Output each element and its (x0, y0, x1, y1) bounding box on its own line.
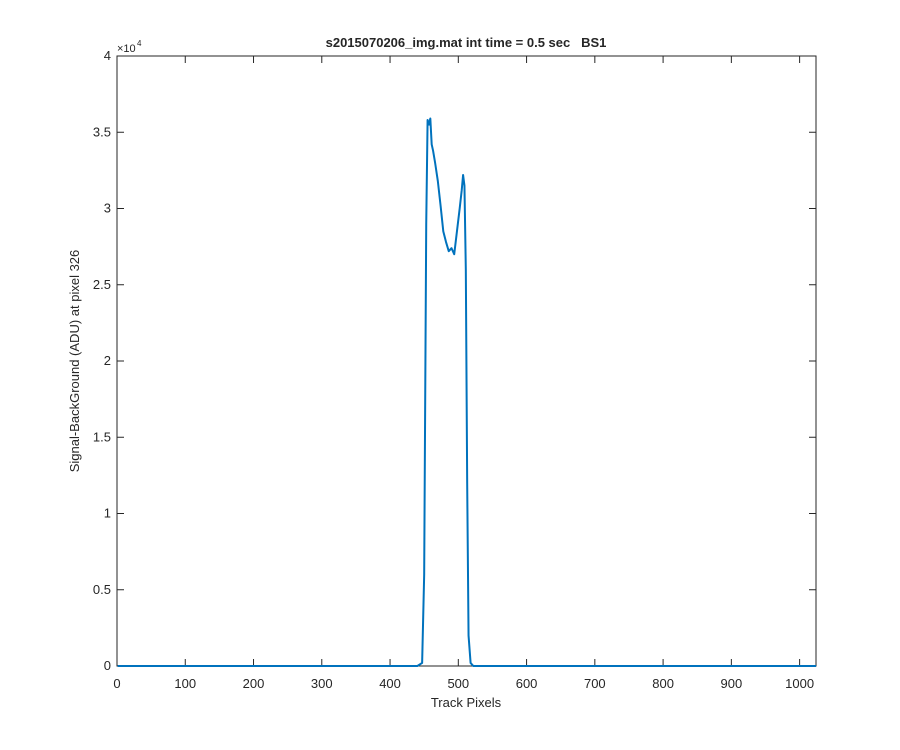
y-tick-label: 0.5 (93, 582, 111, 597)
x-tick-label: 100 (174, 676, 196, 691)
x-tick-label: 400 (379, 676, 401, 691)
y-tick-label: 4 (104, 48, 111, 63)
y-tick-label: 3 (104, 201, 111, 216)
x-tick-label: 1000 (785, 676, 814, 691)
x-tick-label: 700 (584, 676, 606, 691)
y-tick-label: 3.5 (93, 124, 111, 139)
y-tick-label: 0 (104, 658, 111, 673)
x-tick-label: 800 (652, 676, 674, 691)
y-tick-label: 1 (104, 506, 111, 521)
y-axis-label: Signal-BackGround (ADU) at pixel 326 (67, 250, 82, 473)
x-axis-label: Track Pixels (431, 695, 502, 710)
x-tick-label: 300 (311, 676, 333, 691)
y-multiplier: ×10 (117, 43, 136, 55)
data-line (117, 117, 816, 667)
x-tick-label: 0 (113, 676, 120, 691)
x-tick-label: 500 (447, 676, 469, 691)
x-tick-label: 200 (243, 676, 265, 691)
x-tick-label: 600 (516, 676, 538, 691)
chart-title: s2015070206_img.mat int time = 0.5 sec B… (326, 35, 607, 50)
y-tick-label: 2.5 (93, 277, 111, 292)
y-tick-label: 2 (104, 353, 111, 368)
y-tick-label: 1.5 (93, 429, 111, 444)
x-tick-label: 900 (721, 676, 743, 691)
y-multiplier-exponent: 4 (137, 39, 142, 48)
